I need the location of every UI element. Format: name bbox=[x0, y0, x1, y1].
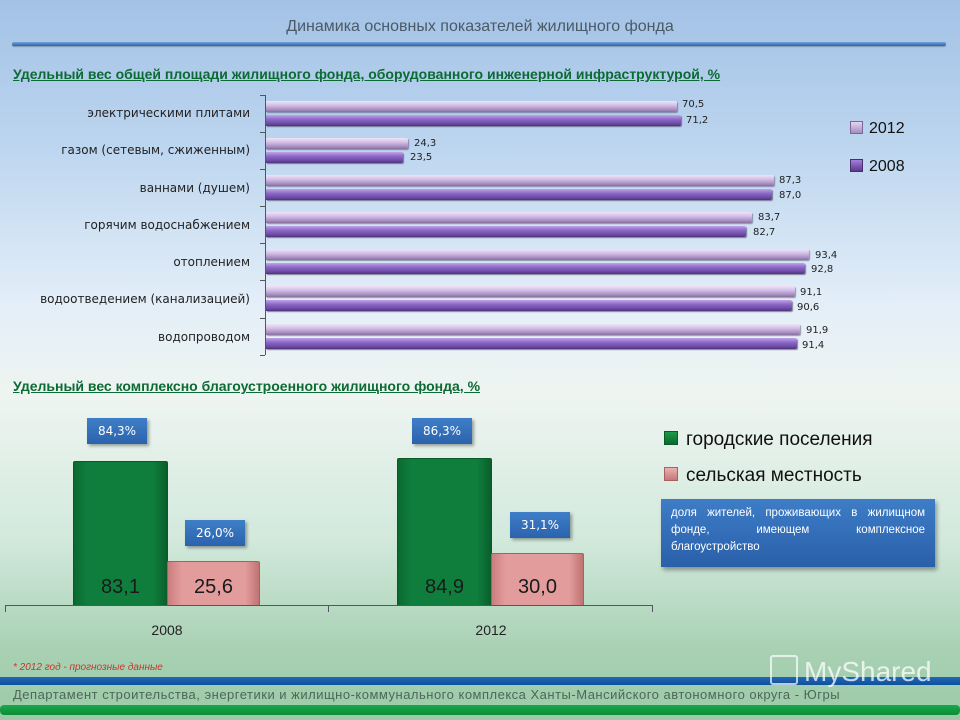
legend-item-rural: сельская местность bbox=[664, 465, 862, 487]
bar-rural-2008: 25,6 bbox=[167, 561, 260, 606]
note-box: доля жителей, проживающих в жилищном фон… bbox=[661, 499, 935, 567]
watermark-text: MyShared bbox=[804, 656, 932, 687]
y-tick bbox=[260, 169, 265, 170]
legend-swatch-2008 bbox=[850, 159, 863, 172]
bar-2012 bbox=[266, 286, 795, 297]
y-tick bbox=[260, 95, 265, 96]
legend-swatch-urban bbox=[664, 431, 678, 445]
value-label-2008: 82,7 bbox=[753, 227, 776, 238]
value-label-2008: 87,0 bbox=[779, 190, 802, 201]
x-tick bbox=[5, 605, 6, 612]
x-tick bbox=[652, 605, 653, 612]
value-label-2008: 90,6 bbox=[797, 302, 820, 313]
presentation-icon bbox=[770, 655, 798, 685]
bar-2012 bbox=[266, 249, 809, 260]
y-tick bbox=[260, 355, 265, 356]
footnote: * 2012 год - прогнозные данные bbox=[13, 662, 163, 673]
y-tick bbox=[260, 280, 265, 281]
title-divider bbox=[12, 42, 946, 46]
y-tick bbox=[260, 318, 265, 319]
legend-label: 2008 bbox=[869, 158, 905, 175]
category-label: водопроводом bbox=[158, 330, 250, 344]
category-label: водоотведением (канализацией) bbox=[40, 292, 250, 306]
bar-rural-2012: 30,0 bbox=[491, 553, 584, 606]
bar-2012 bbox=[266, 175, 774, 186]
value-label-2012: 91,1 bbox=[800, 287, 823, 298]
footer-green-stripe bbox=[0, 705, 960, 715]
bar-urban-2012: 84,9 bbox=[397, 458, 492, 606]
bar-2008 bbox=[266, 263, 805, 274]
y-tick bbox=[260, 243, 265, 244]
bar-2008 bbox=[266, 338, 797, 349]
footer-organization: Департамент строительства, энергетики и … bbox=[13, 687, 841, 702]
x-tick bbox=[328, 605, 329, 612]
bar-2012 bbox=[266, 212, 752, 223]
value-label-2012: 24,3 bbox=[414, 138, 437, 149]
legend-item-2012: 2012 bbox=[850, 120, 905, 138]
bar-2008 bbox=[266, 152, 403, 163]
legend-swatch-2012 bbox=[850, 121, 863, 134]
value-label-2008: 23,5 bbox=[410, 152, 433, 163]
bar-2012 bbox=[266, 138, 408, 149]
y-tick bbox=[260, 206, 265, 207]
rural-share-callout: 31,1% bbox=[510, 512, 570, 538]
watermark: MyShared bbox=[770, 655, 932, 688]
category-label: электрическими плитами bbox=[87, 106, 250, 120]
legend-swatch-rural bbox=[664, 467, 678, 481]
bar-2008 bbox=[266, 300, 792, 311]
value-label-2012: 93,4 bbox=[815, 250, 838, 261]
legend-label: городские поселения bbox=[686, 429, 873, 450]
category-label: ваннами (душем) bbox=[139, 181, 250, 195]
urban-share-callout: 84,3% bbox=[87, 418, 147, 444]
footer-blue-stripe bbox=[0, 677, 960, 685]
value-label-2012: 91,9 bbox=[806, 325, 829, 336]
value-label-2008: 91,4 bbox=[802, 340, 825, 351]
legend-label: сельская местность bbox=[686, 465, 862, 486]
bar-2012 bbox=[266, 101, 677, 112]
category-label: газом (сетевым, сжиженным) bbox=[61, 143, 250, 157]
category-label: горячим водоснабжением bbox=[84, 218, 250, 232]
bar-urban-2008: 83,1 bbox=[73, 461, 168, 606]
value-label-2012: 70,5 bbox=[682, 99, 705, 110]
value-label-2012: 83,7 bbox=[758, 212, 781, 223]
bar-2012 bbox=[266, 324, 800, 335]
bar-value: 30,0 bbox=[518, 576, 557, 598]
bar-2008 bbox=[266, 115, 681, 126]
y-axis bbox=[265, 95, 266, 355]
legend-item-2008: 2008 bbox=[850, 158, 905, 176]
bar-2008 bbox=[266, 226, 746, 237]
bar-value: 25,6 bbox=[194, 576, 233, 598]
urban-share-callout: 86,3% bbox=[412, 418, 472, 444]
rural-share-callout: 26,0% bbox=[185, 520, 245, 546]
bar-value: 84,9 bbox=[425, 576, 464, 598]
value-label-2012: 87,3 bbox=[779, 175, 802, 186]
x-label-2008: 2008 bbox=[151, 622, 183, 638]
y-tick bbox=[260, 132, 265, 133]
bar-value: 83,1 bbox=[101, 576, 140, 598]
bar-2008 bbox=[266, 189, 772, 200]
value-label-2008: 71,2 bbox=[686, 115, 709, 126]
legend-item-urban: городские поселения bbox=[664, 429, 873, 451]
legend-label: 2012 bbox=[869, 120, 905, 137]
value-label-2008: 92,8 bbox=[811, 264, 834, 275]
x-label-2012: 2012 bbox=[475, 622, 507, 638]
section-title-infrastructure: Удельный вес общей площади жилищного фон… bbox=[13, 66, 721, 82]
category-label: отоплением bbox=[173, 255, 250, 269]
section-title-comprehensive: Удельный вес комплексно благоустроенного… bbox=[13, 378, 481, 394]
page-title: Динамика основных показателей жилищного … bbox=[286, 18, 674, 35]
